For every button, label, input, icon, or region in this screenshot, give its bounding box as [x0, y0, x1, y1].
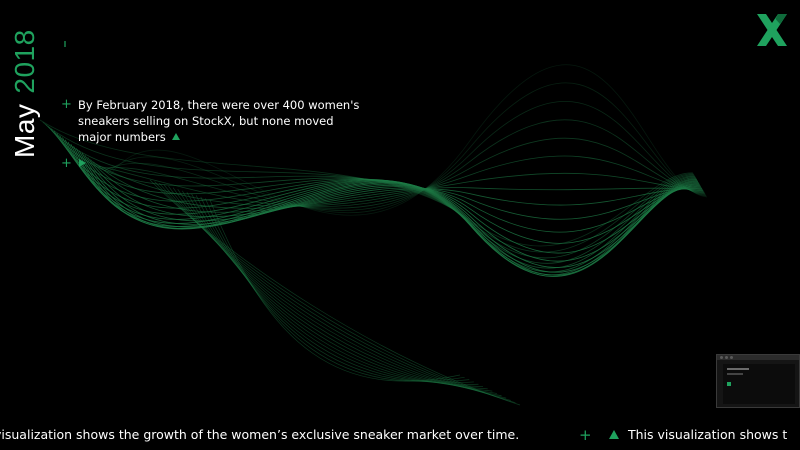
plus-icon: + [61, 156, 72, 171]
thumbnail-content [723, 364, 795, 404]
wave-line [84, 154, 703, 222]
wave-line [53, 130, 696, 273]
date-month: May [9, 103, 40, 158]
dash-icon [64, 41, 66, 47]
wave-line [98, 137, 705, 207]
ticker-text-right: This visualization shows t [628, 427, 788, 442]
wave-line [109, 64, 708, 216]
wave-line [92, 161, 704, 209]
wave-line [172, 187, 497, 394]
date-year: 2018 [9, 29, 40, 94]
wave-line [182, 190, 488, 390]
wave-line [104, 100, 706, 211]
caption-body: By February 2018, there were over 400 wo… [78, 98, 360, 144]
wave-line [67, 141, 699, 273]
wave-line [158, 182, 511, 401]
wave-line [168, 185, 502, 397]
plus-icon: + [579, 426, 592, 444]
plus-icon: + [61, 97, 72, 112]
wave-line [163, 184, 507, 399]
wave-line [90, 159, 704, 213]
wave-line [177, 189, 493, 392]
wave-line [149, 179, 521, 406]
ticker-text-left: visualization shows the growth of the wo… [0, 427, 520, 442]
caption-text: By February 2018, there were over 400 wo… [78, 97, 368, 145]
wave-line [106, 82, 707, 214]
wave-line [205, 198, 465, 382]
triangle-up-icon [171, 133, 180, 140]
date-label: May 2018 [8, 8, 48, 158]
wave-line [186, 192, 484, 387]
wave-line [73, 146, 700, 262]
wave-line [200, 196, 470, 383]
wave-line [195, 195, 474, 384]
wave-line [154, 181, 516, 404]
wave-line [95, 155, 705, 207]
wave-line [101, 119, 706, 209]
wave-line [191, 193, 479, 385]
triangle-up-icon [609, 430, 619, 439]
video-preview-thumbnail[interactable] [716, 354, 800, 408]
wave-line [81, 152, 702, 233]
wave-line [78, 150, 701, 244]
play-icon[interactable] [79, 159, 86, 167]
wave-line [209, 199, 461, 382]
wave-line [76, 148, 701, 254]
stockx-x-logo-icon[interactable] [754, 12, 790, 48]
thumbnail-title-bar [717, 355, 799, 360]
